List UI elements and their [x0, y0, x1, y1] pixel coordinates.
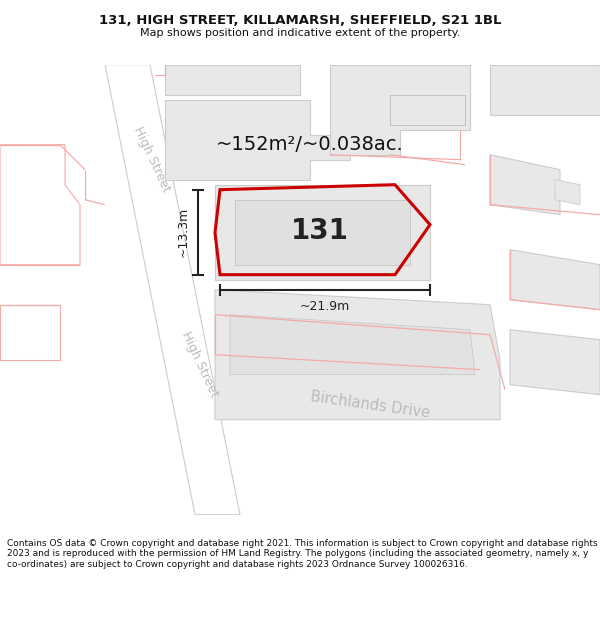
Text: ~13.3m: ~13.3m [177, 207, 190, 258]
Polygon shape [330, 64, 470, 154]
Polygon shape [235, 200, 410, 265]
Polygon shape [105, 64, 240, 515]
Text: ~21.9m: ~21.9m [300, 299, 350, 312]
Text: High Street: High Street [131, 125, 173, 194]
Polygon shape [165, 64, 300, 94]
Polygon shape [390, 94, 465, 125]
Text: High Street: High Street [179, 330, 221, 399]
Polygon shape [0, 144, 80, 265]
Polygon shape [490, 154, 560, 214]
Polygon shape [215, 185, 430, 280]
Polygon shape [0, 304, 60, 359]
Text: Birchlands Drive: Birchlands Drive [310, 389, 431, 421]
Text: Contains OS data © Crown copyright and database right 2021. This information is : Contains OS data © Crown copyright and d… [7, 539, 598, 569]
Polygon shape [555, 180, 580, 205]
Polygon shape [230, 315, 475, 374]
Text: Map shows position and indicative extent of the property.: Map shows position and indicative extent… [140, 28, 460, 38]
Text: 131: 131 [291, 217, 349, 244]
Polygon shape [490, 64, 600, 115]
Text: 131, HIGH STREET, KILLAMARSH, SHEFFIELD, S21 1BL: 131, HIGH STREET, KILLAMARSH, SHEFFIELD,… [99, 14, 501, 27]
Text: ~152m²/~0.038ac.: ~152m²/~0.038ac. [216, 135, 404, 154]
Polygon shape [510, 249, 600, 309]
Polygon shape [215, 290, 500, 420]
Polygon shape [510, 330, 600, 395]
Polygon shape [165, 99, 350, 180]
